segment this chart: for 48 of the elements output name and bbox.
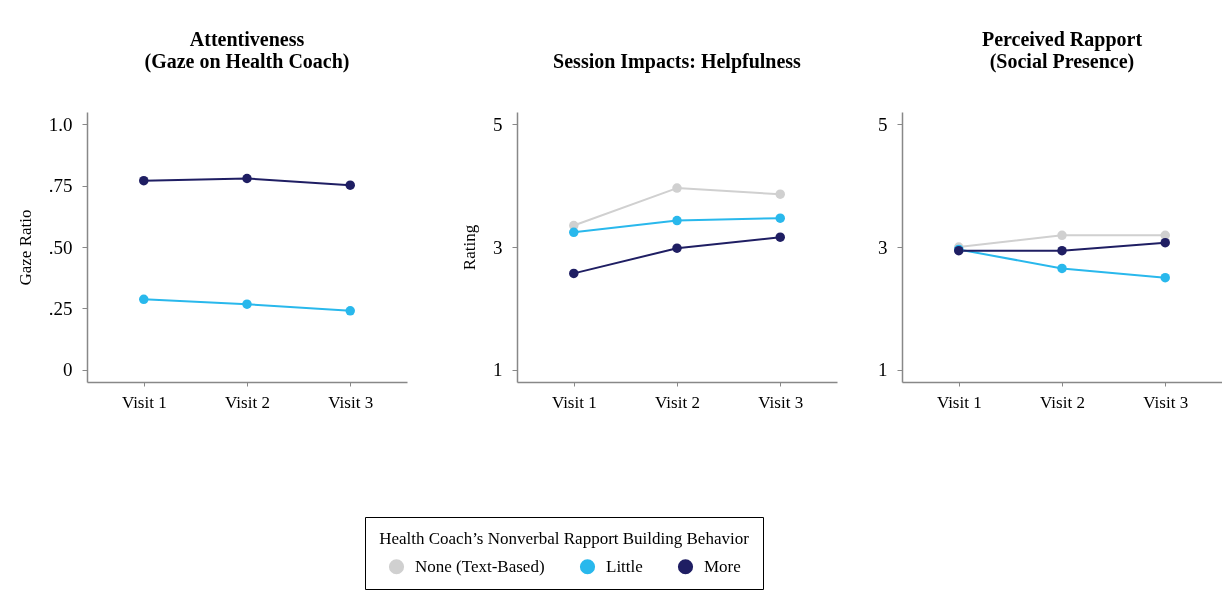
y-tick-label: 1.0 — [48, 113, 73, 135]
point — [775, 213, 785, 223]
point — [775, 189, 785, 199]
y-tick-label: .50 — [48, 236, 73, 258]
point — [345, 180, 355, 190]
y-tick-label: 0 — [63, 359, 73, 381]
point — [242, 299, 252, 309]
point — [1160, 237, 1170, 248]
point — [1160, 272, 1170, 283]
y-tick-label: 3 — [493, 236, 503, 258]
x-tick-label: Visit 3 — [328, 392, 374, 412]
y-tick-label: .25 — [48, 297, 73, 319]
y-tick-label: .75 — [48, 175, 73, 197]
point — [672, 215, 682, 226]
point — [139, 175, 149, 186]
x-tick-label: Visit 3 — [1143, 392, 1189, 412]
point — [139, 294, 149, 305]
y-axis-title: Gaze Ratio — [15, 209, 35, 286]
x-tick-label: Visit 1 — [551, 392, 597, 412]
legend-label: More — [704, 556, 741, 576]
point — [1057, 230, 1067, 241]
x-tick-label: Visit 1 — [936, 392, 982, 412]
point — [569, 268, 579, 279]
point — [672, 243, 682, 253]
legend-label: Little — [606, 556, 643, 576]
point — [672, 183, 682, 193]
x-tick-label: Visit 2 — [1040, 392, 1085, 412]
y-tick-label: 5 — [878, 113, 888, 135]
point — [242, 173, 252, 184]
x-tick-label: Visit 1 — [121, 392, 167, 412]
x-tick-label: Visit 3 — [758, 392, 804, 412]
y-tick-label: 1 — [493, 359, 503, 381]
chart-title: Session Impacts: Helpfulness — [553, 50, 802, 73]
x-tick-label: Visit 2 — [655, 392, 700, 412]
y-tick-label: 3 — [878, 236, 888, 258]
legend-title: Health Coach’s Nonverbal Rapport Building Behavior — [379, 529, 750, 548]
point — [1057, 263, 1067, 274]
x-tick-label: Visit 2 — [225, 392, 270, 412]
chart-title: Perceived Rapport (Social Presence) — [981, 28, 1143, 73]
point — [1057, 245, 1067, 256]
y-tick-label: 5 — [493, 113, 503, 135]
point — [345, 306, 355, 316]
y-axis-title: Rating — [460, 224, 479, 271]
legend-label: None (Text-Based) — [415, 556, 545, 576]
y-tick-label: 1 — [878, 359, 888, 381]
point — [569, 227, 579, 238]
chart-title: Attentiveness (Gaze on Health Coach) — [144, 28, 350, 73]
point — [775, 232, 785, 242]
